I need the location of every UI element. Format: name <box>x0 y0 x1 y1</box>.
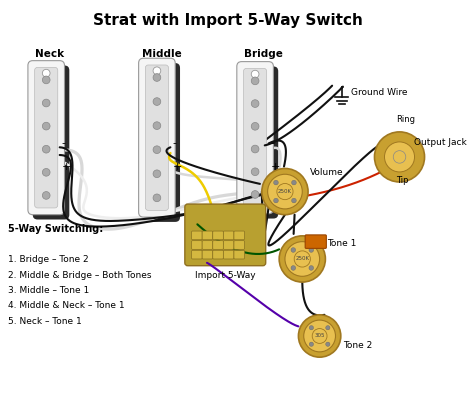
Circle shape <box>251 100 259 107</box>
Circle shape <box>299 315 341 357</box>
Text: 1. Bridge – Tone 2: 1. Bridge – Tone 2 <box>8 255 88 264</box>
Circle shape <box>153 98 161 105</box>
FancyBboxPatch shape <box>223 231 234 240</box>
FancyBboxPatch shape <box>202 241 213 249</box>
Circle shape <box>251 77 259 85</box>
Text: -: - <box>271 138 274 148</box>
Text: 250K: 250K <box>295 256 309 261</box>
FancyBboxPatch shape <box>234 231 245 240</box>
Circle shape <box>309 342 313 347</box>
Circle shape <box>251 168 259 176</box>
FancyBboxPatch shape <box>191 231 202 240</box>
Text: Middle: Middle <box>142 49 181 59</box>
Circle shape <box>273 180 278 185</box>
Circle shape <box>294 251 310 267</box>
Text: -: - <box>62 138 65 148</box>
FancyBboxPatch shape <box>244 69 267 207</box>
Circle shape <box>312 329 327 343</box>
FancyBboxPatch shape <box>146 65 168 210</box>
Text: Tip: Tip <box>396 176 408 185</box>
Circle shape <box>42 122 50 130</box>
Circle shape <box>262 169 308 215</box>
Text: Tone 2: Tone 2 <box>343 341 372 350</box>
Circle shape <box>42 76 50 84</box>
Text: Ground Wire: Ground Wire <box>351 88 408 97</box>
FancyBboxPatch shape <box>191 250 202 259</box>
Circle shape <box>268 174 302 209</box>
FancyBboxPatch shape <box>35 67 58 208</box>
FancyBboxPatch shape <box>213 231 223 240</box>
FancyBboxPatch shape <box>202 250 213 259</box>
Circle shape <box>326 342 330 347</box>
Circle shape <box>279 236 325 282</box>
FancyBboxPatch shape <box>213 250 223 259</box>
FancyBboxPatch shape <box>223 250 234 259</box>
Circle shape <box>326 325 330 330</box>
Text: +: + <box>271 161 280 171</box>
FancyBboxPatch shape <box>234 241 245 249</box>
Text: Ring: Ring <box>396 115 415 124</box>
Circle shape <box>153 122 161 130</box>
Text: Neck: Neck <box>35 49 64 59</box>
Text: 250K: 250K <box>278 189 292 194</box>
FancyBboxPatch shape <box>33 66 69 219</box>
FancyBboxPatch shape <box>242 66 278 218</box>
Circle shape <box>42 192 50 199</box>
Circle shape <box>42 169 50 176</box>
FancyBboxPatch shape <box>28 61 64 215</box>
Text: Strat with Import 5-Way Switch: Strat with Import 5-Way Switch <box>93 12 363 28</box>
Circle shape <box>291 266 296 270</box>
FancyBboxPatch shape <box>191 241 202 249</box>
Circle shape <box>42 99 50 107</box>
Text: 5. Neck – Tone 1: 5. Neck – Tone 1 <box>8 317 82 326</box>
Circle shape <box>291 248 296 252</box>
Circle shape <box>292 198 296 203</box>
FancyBboxPatch shape <box>185 204 266 266</box>
Circle shape <box>42 69 50 77</box>
Text: +: + <box>173 161 182 171</box>
Text: 2. Middle & Bridge – Both Tones: 2. Middle & Bridge – Both Tones <box>8 271 151 280</box>
Circle shape <box>277 183 293 199</box>
Circle shape <box>285 242 319 276</box>
Circle shape <box>273 198 278 203</box>
Circle shape <box>292 180 296 185</box>
Circle shape <box>153 67 161 75</box>
FancyBboxPatch shape <box>213 241 223 249</box>
Circle shape <box>384 142 415 172</box>
Circle shape <box>251 145 259 153</box>
Text: Volume: Volume <box>310 168 344 177</box>
Circle shape <box>251 123 259 130</box>
FancyBboxPatch shape <box>234 250 245 259</box>
Text: Tone 1: Tone 1 <box>328 239 357 248</box>
Circle shape <box>374 132 425 182</box>
Text: Bridge: Bridge <box>244 49 283 59</box>
Text: 5-Way Switching:: 5-Way Switching: <box>8 224 103 234</box>
Circle shape <box>251 70 259 78</box>
FancyBboxPatch shape <box>305 235 327 248</box>
Text: 305: 305 <box>314 333 325 339</box>
Text: Import 5-Way: Import 5-Way <box>195 271 255 280</box>
Circle shape <box>153 194 161 202</box>
Circle shape <box>304 320 336 352</box>
Text: Output Jack: Output Jack <box>414 138 467 147</box>
Text: -: - <box>173 138 176 148</box>
Circle shape <box>393 151 406 163</box>
FancyBboxPatch shape <box>223 241 234 249</box>
Text: 4. Middle & Neck – Tone 1: 4. Middle & Neck – Tone 1 <box>8 301 124 310</box>
Circle shape <box>309 266 314 270</box>
FancyBboxPatch shape <box>237 62 273 214</box>
Circle shape <box>309 325 313 330</box>
Text: +: + <box>62 161 71 171</box>
Circle shape <box>153 170 161 178</box>
Circle shape <box>309 248 314 252</box>
Circle shape <box>251 191 259 198</box>
FancyBboxPatch shape <box>144 63 180 222</box>
Circle shape <box>153 146 161 154</box>
Circle shape <box>42 145 50 153</box>
Text: 3. Middle – Tone 1: 3. Middle – Tone 1 <box>8 286 89 295</box>
Circle shape <box>153 74 161 81</box>
FancyBboxPatch shape <box>202 231 213 240</box>
FancyBboxPatch shape <box>138 58 175 217</box>
